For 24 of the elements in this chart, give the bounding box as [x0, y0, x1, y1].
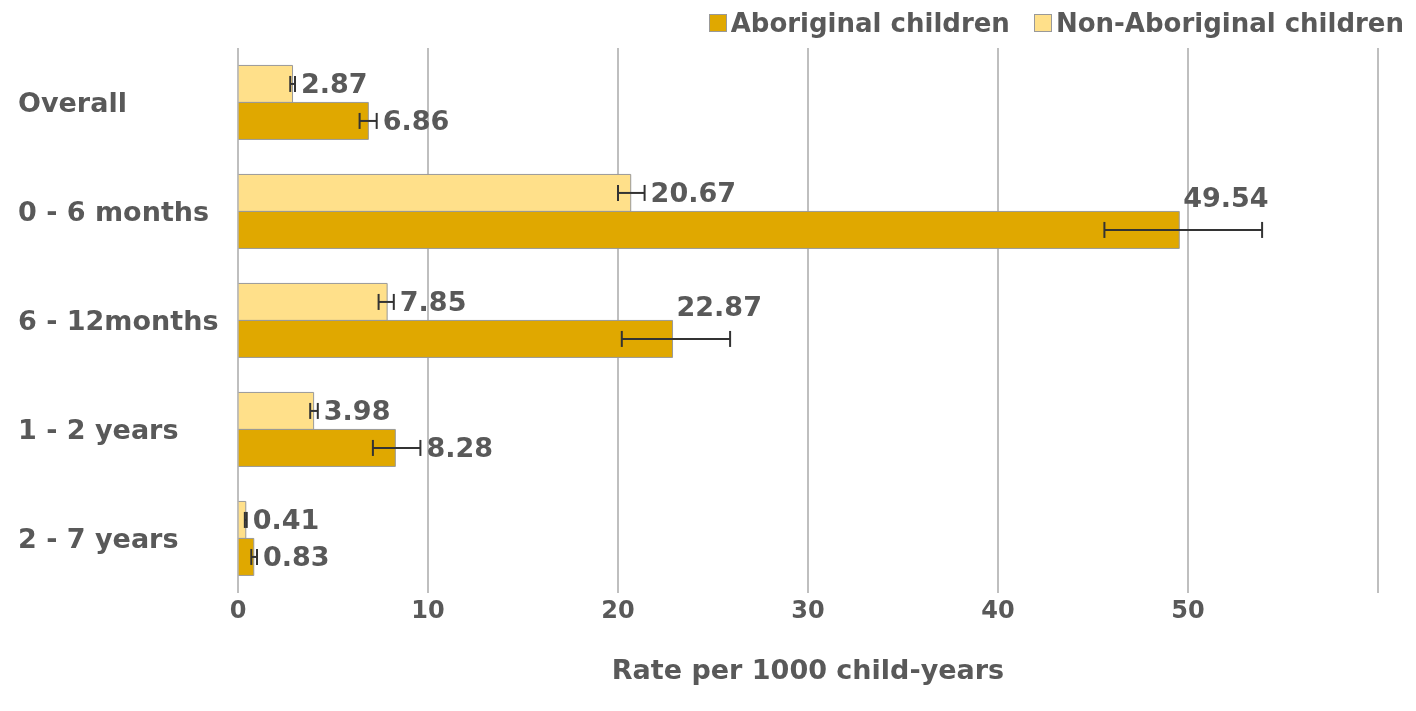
- y-tick-label: 2 - 7 years: [18, 522, 179, 554]
- x-tick-label: 50: [1171, 596, 1205, 625]
- data-label: 8.28: [426, 432, 494, 464]
- y-tick-label: 6 - 12months: [18, 304, 219, 336]
- data-label: 2.87: [301, 68, 368, 100]
- data-label: 7.85: [399, 286, 467, 318]
- data-label: 20.67: [650, 177, 737, 209]
- x-axis-title: Rate per 1000 child-years: [611, 654, 1005, 685]
- data-label: 0.41: [252, 504, 320, 536]
- data-label: 22.87: [676, 291, 762, 323]
- x-tick-label: 10: [411, 596, 445, 625]
- x-tick-label: 40: [981, 596, 1015, 625]
- legend-label: Non-Aboriginal children: [1055, 8, 1404, 38]
- data-label: 0.83: [263, 541, 330, 573]
- x-tick-label: 30: [791, 596, 825, 625]
- y-tick-label: 1 - 2 years: [18, 413, 179, 445]
- y-tick-label: Overall: [18, 86, 127, 118]
- legend-label: Aboriginal children: [730, 8, 1010, 38]
- x-tick-label: 20: [601, 596, 635, 625]
- y-tick-label: 0 - 6 months: [18, 195, 210, 227]
- data-label: 6.86: [382, 105, 450, 137]
- data-label: 49.54: [1183, 182, 1269, 214]
- data-label: 3.98: [323, 395, 391, 427]
- x-tick-label: 0: [229, 596, 247, 625]
